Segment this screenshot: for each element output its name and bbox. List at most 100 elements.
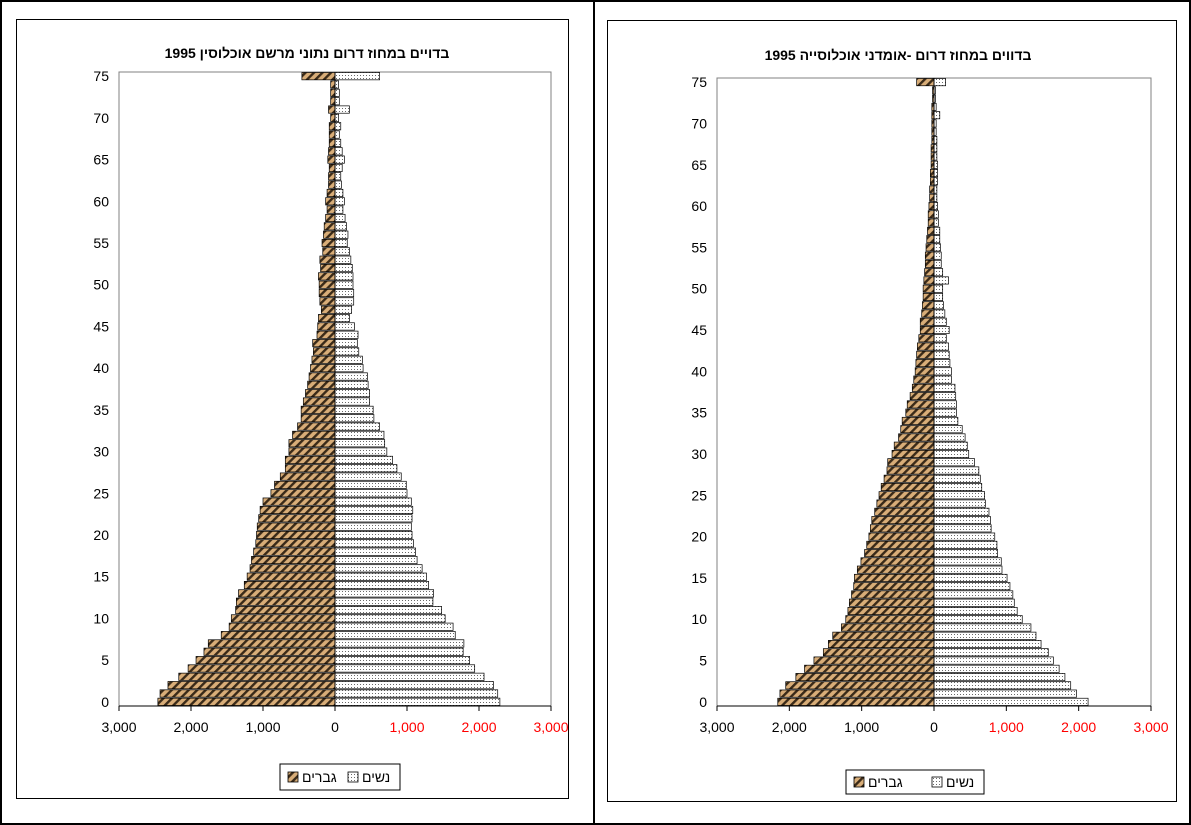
y-tick-label: 70: [93, 110, 109, 126]
bar-female: [933, 532, 996, 541]
bar-male: [898, 433, 935, 442]
bar-female: [933, 243, 941, 252]
bar-male: [925, 243, 935, 252]
bar-female: [334, 188, 344, 197]
bar-male: [288, 447, 336, 456]
bar-male: [860, 557, 935, 566]
bar-male: [318, 280, 336, 289]
bar-male: [915, 359, 935, 368]
bar-male: [312, 339, 336, 348]
bar-female: [933, 648, 1049, 657]
bar-female: [933, 640, 1042, 649]
y-tick-label: 5: [101, 652, 109, 668]
bar-female: [334, 397, 370, 406]
y-tick-label: 10: [93, 610, 109, 626]
bar-male: [330, 97, 336, 106]
bar-male: [300, 405, 336, 414]
bar-male: [323, 222, 336, 231]
bar-female: [933, 474, 981, 483]
bar-male: [253, 547, 336, 556]
bar-female: [334, 389, 370, 398]
bar-female: [933, 565, 1003, 574]
legend-label-female: נשים: [362, 769, 390, 785]
bar-female: [933, 375, 952, 384]
bar-male: [167, 681, 336, 690]
bar-female: [334, 272, 354, 281]
bar-female: [933, 573, 1008, 582]
bar-male: [911, 383, 935, 392]
bar-female: [334, 697, 501, 706]
bar-female: [334, 147, 343, 156]
y-tick-label: 45: [93, 318, 109, 334]
bar-male: [319, 297, 336, 306]
bar-female: [933, 359, 951, 368]
bar-female: [334, 138, 342, 147]
bar-male: [256, 522, 336, 531]
bar-female: [334, 606, 442, 615]
bar-male: [203, 647, 336, 656]
bar-female: [334, 614, 446, 623]
bar-male: [856, 565, 935, 574]
bar-female: [933, 367, 952, 376]
bar-male: [832, 631, 935, 640]
bar-female: [334, 489, 408, 498]
bar-female: [334, 289, 355, 298]
bar-male: [258, 514, 336, 523]
bar-male: [178, 672, 336, 681]
bar-female: [334, 447, 388, 456]
bar-male: [923, 276, 935, 285]
y-tick-label: 55: [691, 239, 707, 255]
bar-male: [207, 639, 336, 648]
y-tick-label: 75: [93, 68, 109, 84]
bar-male: [256, 530, 336, 540]
bar-female: [933, 549, 999, 558]
bar-female: [334, 339, 358, 348]
bar-female: [334, 564, 423, 573]
y-tick-label: 50: [691, 281, 707, 297]
bar-female: [933, 697, 1089, 706]
bar-female: [933, 251, 942, 260]
bar-female: [334, 647, 464, 656]
bar-male: [918, 334, 935, 343]
x-tick-label: 2,000: [772, 719, 807, 735]
bar-male: [322, 247, 336, 256]
bar-female: [933, 226, 941, 235]
bar-male: [262, 497, 336, 506]
legend-box: [845, 769, 985, 795]
bar-female: [933, 292, 944, 301]
bar-male: [926, 235, 935, 244]
bar-female: [334, 380, 369, 389]
bar-female: [334, 530, 413, 540]
bar-male: [795, 673, 935, 682]
bar-male: [328, 172, 336, 181]
bar-male: [246, 572, 336, 581]
bar-female: [334, 539, 414, 548]
bar-male: [326, 205, 336, 214]
bar-male: [887, 458, 935, 467]
y-tick-label: 0: [101, 694, 109, 710]
bar-female: [334, 547, 416, 556]
bar-male: [323, 230, 336, 239]
legend-swatch-female: [347, 771, 359, 783]
bar-female: [933, 400, 957, 409]
bar-male: [235, 606, 336, 615]
bar-male: [325, 213, 336, 223]
bar-female: [933, 557, 1002, 566]
bar-male: [777, 697, 935, 706]
bar-male: [921, 309, 935, 318]
y-tick-label: 20: [93, 527, 109, 543]
bar-male: [318, 289, 336, 298]
y-tick-label: 60: [691, 198, 707, 214]
bar-male: [919, 317, 935, 326]
bar-female: [334, 230, 349, 239]
bar-female: [334, 480, 407, 489]
chart-panel-left: בדויים במחוז דרום נתוני מרשם אוכלוסין 19…: [16, 19, 569, 799]
y-tick-label: 60: [93, 193, 109, 209]
bar-female: [334, 322, 355, 331]
bar-female: [334, 581, 429, 590]
bar-male: [308, 372, 336, 381]
bar-female: [334, 405, 374, 414]
bar-male: [869, 524, 935, 533]
bar-female: [933, 259, 942, 268]
bar-female: [334, 364, 364, 373]
